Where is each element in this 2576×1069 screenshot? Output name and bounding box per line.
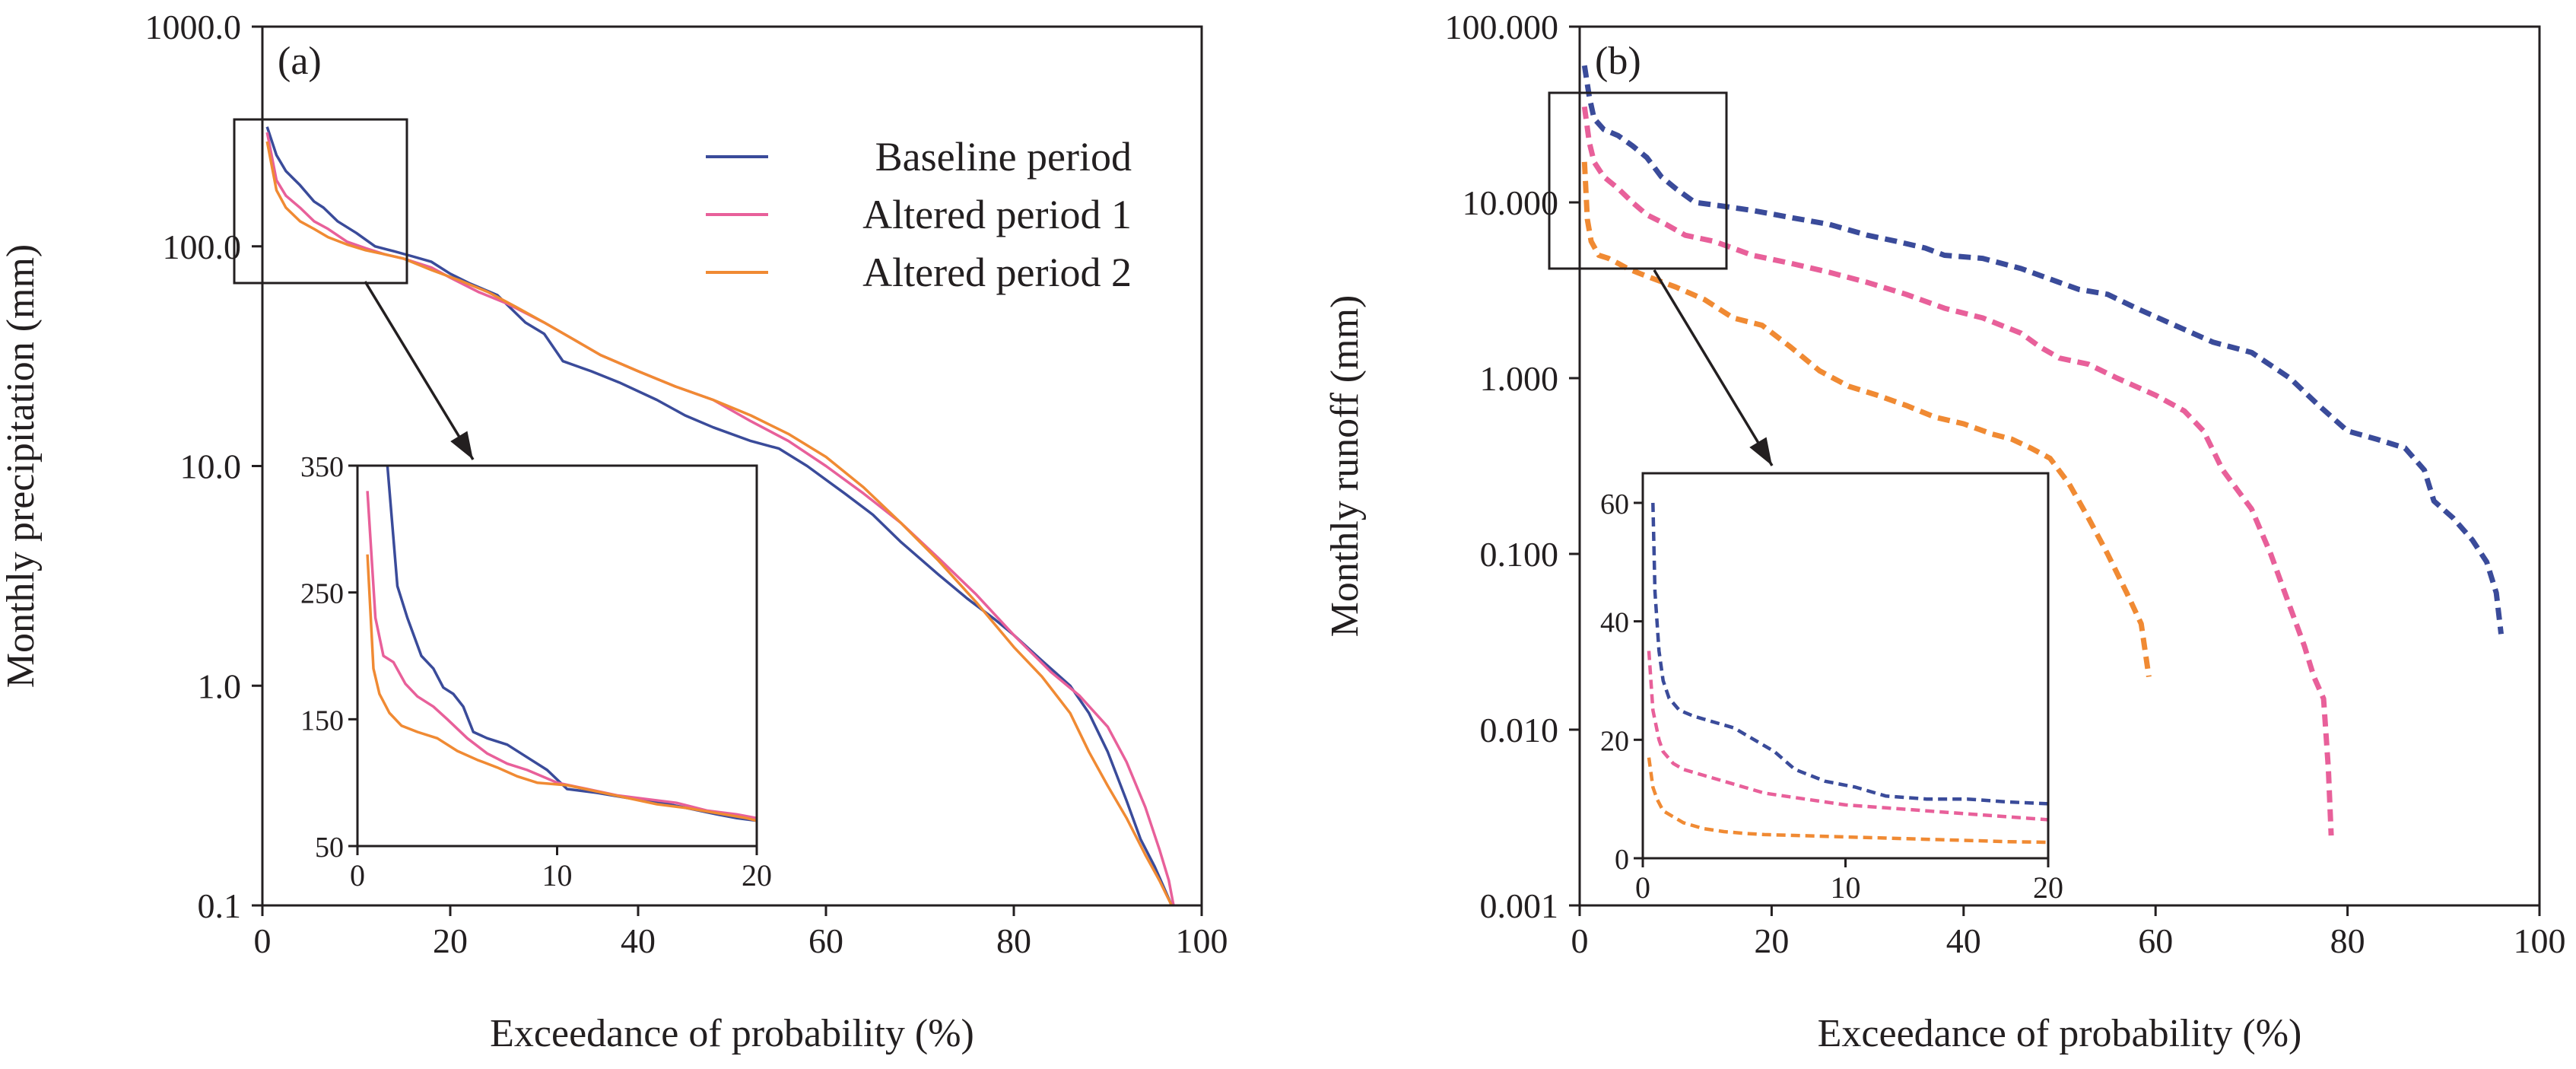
y-tick-label: 1.000 (1480, 359, 1559, 398)
y-tick-label: 100.0 (163, 227, 242, 266)
inset-frame-background (1641, 472, 2050, 860)
y-tick-label: 0.010 (1480, 711, 1559, 749)
legend-label: Altered period 2 (862, 250, 1132, 295)
inset-series-line-altered-period-1 (366, 491, 757, 820)
inset-series-line-altered-period-2 (366, 554, 757, 822)
inset-frame-background (356, 464, 758, 848)
inset-y-tick-label: 20 (1600, 725, 1629, 757)
zoom-arrow-line (364, 281, 475, 460)
y-tick-label: 100.000 (1445, 8, 1559, 46)
inset-series-line-altered-period-2 (1647, 757, 2048, 845)
inset-x-tick-label: 10 (1831, 870, 1861, 905)
inset-x-tick-label: 0 (1635, 870, 1650, 905)
inset-chart: 0 10 20 0 20 40 60 (1600, 472, 2063, 905)
inset-series-line-altered-period-1 (1647, 651, 2048, 822)
x-tick-label: 40 (621, 921, 656, 960)
x-tick-label: 80 (996, 921, 1031, 960)
panel-label: (b) (1595, 40, 1641, 83)
series-group (265, 126, 1175, 906)
panel-label: (a) (278, 40, 322, 83)
y-tick-label: 0.001 (1480, 886, 1559, 925)
legend-label: Altered period 1 (862, 192, 1132, 237)
inset-chart: 0 10 20 50 150 250 350 (300, 451, 772, 892)
x-tick-label: 60 (2138, 921, 2173, 960)
inset-y-tick-label: 150 (300, 705, 344, 737)
y-tick-label: 1.0 (198, 667, 242, 705)
inset-y-tick-label: 40 (1600, 607, 1629, 639)
legend-label: Baseline period (875, 134, 1132, 180)
legend: Baseline period Altered period 1 Altered p… (706, 134, 1132, 295)
series-line-altered-period-1 (1581, 106, 2334, 836)
x-axis-label: Exceedance of probability (%) (1818, 1012, 2302, 1055)
panel-a-chart: 0 20 40 60 80 1000.11.010.0100.01000.0Exceeda… (0, 8, 1228, 1055)
plot-frame (1578, 25, 2541, 907)
series-line-baseline-period (1581, 65, 2504, 635)
x-tick-label: 0 (1571, 921, 1589, 960)
zoom-arrow-head (1749, 437, 1772, 466)
inset-x-tick-label: 20 (742, 858, 772, 892)
inset-x-tick-label: 20 (2033, 870, 2063, 905)
x-tick-label: 100 (2514, 921, 2566, 960)
series-line-altered-period-2 (265, 141, 1174, 906)
inset-y-tick-label: 0 (1615, 844, 1629, 876)
inset-y-tick-label: 350 (300, 451, 344, 483)
inset-y-tick-label: 60 (1600, 488, 1629, 520)
inset-x-tick-label: 10 (542, 858, 573, 892)
x-tick-label: 20 (1754, 921, 1789, 960)
y-tick-label: 1000.0 (145, 8, 242, 46)
y-tick-label: 0.100 (1480, 535, 1559, 574)
inset-x-tick-label: 0 (350, 858, 365, 892)
y-axis-label: Monthly runoff (mm) (1323, 295, 1367, 638)
zoom-arrow-head (450, 431, 473, 460)
zoom-region-box (233, 118, 408, 285)
x-axis-label: Exceedance of probability (%) (490, 1012, 974, 1055)
x-tick-label: 40 (1946, 921, 1981, 960)
y-axis-label: Monthly precipitation (mm) (0, 244, 43, 688)
y-tick-label: 10.0 (180, 447, 242, 486)
x-tick-label: 80 (2330, 921, 2365, 960)
panel-b-chart: 0 20 40 60 80 1000.0010.0100.1001.00010.00010… (1323, 8, 2566, 1055)
series-group (1581, 65, 2504, 836)
zoom-region-box (1548, 91, 1728, 270)
inset-y-tick-label: 50 (315, 832, 344, 864)
x-tick-label: 60 (808, 921, 843, 960)
x-tick-label: 20 (433, 921, 468, 960)
zoom-arrow-line (1653, 269, 1774, 466)
y-tick-label: 0.1 (198, 886, 242, 925)
x-tick-label: 0 (254, 921, 272, 960)
inset-y-tick-label: 250 (300, 578, 344, 610)
series-line-altered-period-2 (1581, 161, 2152, 678)
inset-series-line-baseline-period (1651, 502, 2048, 806)
y-tick-label: 10.000 (1463, 183, 1559, 222)
x-tick-label: 100 (1176, 921, 1228, 960)
